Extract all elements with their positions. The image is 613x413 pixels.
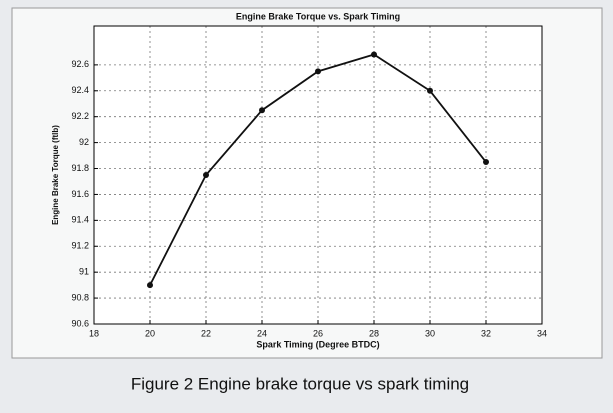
y-tick-label: 91.8: [71, 163, 89, 173]
x-tick-label: 34: [537, 328, 547, 338]
y-tick-label: 91.6: [71, 189, 89, 199]
x-axis-label: Spark Timing (Degree BTDC): [256, 339, 379, 349]
y-tick-label: 90.8: [71, 292, 89, 302]
y-tick-label: 92.4: [71, 85, 89, 95]
y-tick-label: 92.2: [71, 111, 89, 121]
x-tick-label: 18: [89, 328, 99, 338]
plot-area: [94, 26, 542, 324]
x-tick-label: 22: [201, 328, 211, 338]
y-tick-label: 91.4: [71, 215, 89, 225]
y-tick-label: 90.6: [71, 318, 89, 328]
data-point: [427, 87, 433, 94]
x-tick-label: 32: [481, 328, 491, 338]
data-point: [371, 51, 377, 58]
caption: Figure 2 Engine brake torque vs spark ti…: [131, 374, 469, 393]
data-point: [259, 107, 265, 114]
y-tick-label: 91: [79, 267, 89, 277]
y-tick-label: 92: [79, 137, 89, 147]
axes-box: [93, 25, 543, 325]
x-tick-label: 28: [369, 328, 379, 338]
data-point: [147, 282, 153, 289]
data-point: [203, 172, 209, 178]
x-tick-label: 30: [425, 328, 435, 338]
x-tick-label: 20: [145, 328, 155, 338]
y-tick-label: 91.2: [71, 241, 89, 251]
y-tick-label: 92.6: [71, 59, 89, 69]
data-point: [483, 159, 489, 166]
y-axis-label: Engine Brake Torque (ftlb): [51, 125, 60, 225]
x-tick-label: 26: [313, 328, 323, 338]
data-point: [315, 68, 321, 75]
x-tick-label: 24: [257, 328, 267, 338]
chart-title: Engine Brake Torque vs. Spark Timing: [236, 11, 400, 21]
